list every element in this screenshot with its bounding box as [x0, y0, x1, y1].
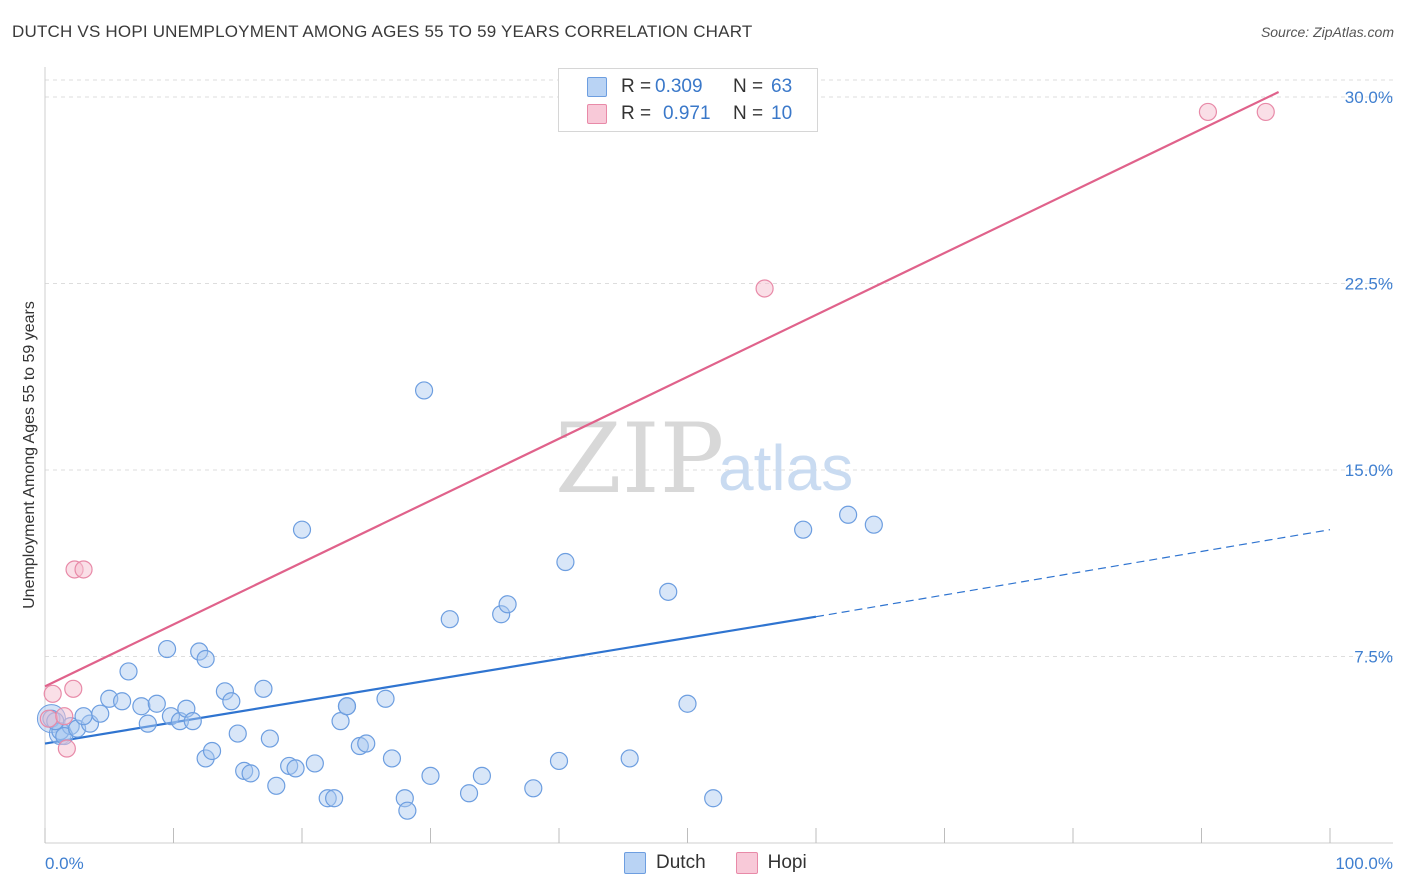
dutch-point: [357, 734, 376, 753]
legend-item-dutch: Dutch: [624, 852, 706, 874]
dutch-point: [138, 714, 157, 733]
x-tick-label: 100.0%: [1335, 854, 1393, 873]
dutch-point: [376, 689, 395, 708]
dutch-point: [190, 642, 209, 661]
dutch-point: [112, 692, 132, 711]
dutch-point: [241, 764, 260, 783]
dutch-point: [398, 801, 417, 820]
dutch-point: [147, 694, 166, 713]
watermark-zip: ZIP: [555, 403, 724, 515]
r-value: 0.971: [663, 103, 711, 124]
dutch-point: [382, 749, 402, 768]
dutch-point: [260, 729, 279, 748]
x-tick-label: 0.0%: [45, 854, 84, 873]
legend-row-dutch: R = 0.309 N = 63: [559, 74, 792, 100]
dutch-point: [704, 789, 723, 808]
dutch-point: [337, 697, 357, 716]
dutch-point: [492, 605, 511, 624]
r-label: R =: [621, 103, 652, 124]
dutch-point: [292, 520, 312, 539]
dutch-point: [472, 766, 491, 785]
dutch-point: [556, 552, 575, 572]
dutch-point: [678, 694, 697, 713]
dutch-point: [839, 505, 858, 524]
y-tick-label: 15.0%: [1345, 461, 1393, 480]
dutch-point: [215, 682, 234, 701]
data-points: [36, 102, 1275, 820]
dutch-point: [459, 784, 479, 803]
n-label: N =: [733, 76, 764, 97]
dutch-point: [794, 520, 813, 539]
r-value: 0.309: [655, 76, 703, 97]
y-tick-label: 7.5%: [1354, 648, 1393, 667]
dutch-point: [91, 704, 110, 723]
dutch-point: [549, 751, 569, 771]
hopi-point: [57, 739, 76, 758]
hopi-swatch: [587, 104, 607, 124]
trendlines: [44, 91, 1331, 745]
dutch-point: [305, 754, 324, 773]
gridlines: [45, 79, 1393, 657]
dutch-point: [286, 759, 305, 778]
dutch-point: [659, 582, 678, 601]
dutch-point: [325, 789, 344, 808]
hopi-point: [64, 679, 83, 698]
dutch-point: [421, 766, 440, 785]
r-label: R =: [621, 76, 652, 97]
dutch-point: [228, 724, 247, 743]
y-tick-label: 30.0%: [1345, 88, 1393, 107]
dutch-point: [498, 595, 517, 614]
n-value: 10: [771, 103, 793, 124]
n-value: 63: [771, 76, 793, 97]
dutch-point: [267, 776, 286, 795]
dutch-point: [222, 692, 241, 711]
dutch-point: [524, 779, 543, 798]
hopi-point: [755, 279, 774, 298]
dutch-point: [318, 789, 337, 808]
dutch-swatch: [624, 852, 646, 874]
legend-dutch-label: Dutch: [656, 852, 706, 873]
legend-item-hopi: Hopi: [735, 852, 807, 874]
dutch-point: [132, 697, 151, 716]
legend-row-hopi: R = 0.971 N = 10: [559, 101, 792, 127]
dutch-point: [74, 707, 93, 726]
hopi-point: [74, 560, 93, 579]
dutch-point: [440, 610, 459, 629]
dutch-point: [157, 639, 177, 659]
dutch-point: [620, 749, 639, 768]
dutch-point: [183, 712, 202, 731]
n-label: N =: [733, 103, 764, 124]
hopi-point: [39, 709, 58, 728]
hopi-point: [1198, 102, 1218, 122]
dutch-point: [196, 749, 215, 768]
dutch-swatch: [587, 77, 607, 97]
source-credit: Source: ZipAtlas.com: [1260, 24, 1394, 40]
hopi-swatch: [735, 852, 758, 874]
y-tick-label: 22.5%: [1345, 275, 1393, 294]
watermark: ZIP atlas: [555, 403, 853, 515]
hopi-point: [1256, 102, 1275, 122]
hopi-point: [43, 684, 62, 703]
hopi-trendline: [44, 91, 1280, 688]
dutch-trendline-extension: [815, 529, 1331, 618]
dutch-point: [119, 662, 138, 681]
dutch-point: [414, 381, 434, 400]
dutch-point: [202, 741, 222, 761]
dutch-point: [864, 515, 883, 534]
tick-labels: 7.5% 15.0% 22.5% 30.0% 0.0% 100.0%: [45, 88, 1393, 873]
dutch-point: [254, 679, 273, 698]
dutch-trendline: [44, 615, 817, 745]
legend-hopi-label: Hopi: [767, 852, 807, 873]
stats-legend: R = 0.309 N = 63 R = 0.971 N = 10: [558, 68, 818, 132]
hopi-point: [55, 707, 74, 726]
series-legend: Dutch Hopi: [624, 852, 837, 874]
watermark-atlas: atlas: [718, 432, 853, 504]
chart-title: DUTCH VS HOPI UNEMPLOYMENT AMONG AGES 55…: [12, 22, 753, 41]
dutch-point: [196, 649, 215, 669]
dutch-point: [161, 707, 181, 726]
